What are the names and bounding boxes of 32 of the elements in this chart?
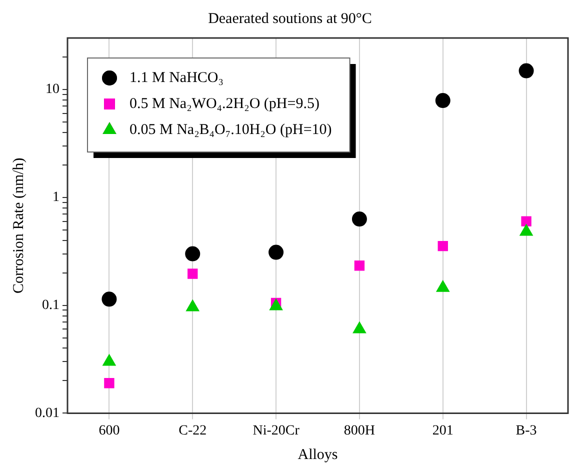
legend-label: 0.5 M Na₂WO₄.2H₂O (pH=9.5) <box>130 96 320 112</box>
x-tick-label: C-22 <box>178 423 207 438</box>
legend-label: 0.05 M Na₂B₄O₇.10H₂O (pH=10) <box>130 122 332 138</box>
point <box>518 63 534 78</box>
y-tick-label: 1 <box>52 190 60 206</box>
point <box>354 260 365 271</box>
x-tick-label: 600 <box>98 423 120 438</box>
x-tick-label: 800H <box>344 423 376 438</box>
point <box>185 246 200 262</box>
point <box>352 322 366 334</box>
point <box>438 240 448 252</box>
point <box>352 212 367 227</box>
point <box>102 292 117 307</box>
point <box>521 216 532 226</box>
point <box>436 280 450 292</box>
point <box>435 93 450 108</box>
x-tick-label: 201 <box>432 423 454 438</box>
y-tick-label: 0.01 <box>35 406 60 421</box>
point <box>520 224 533 236</box>
point <box>188 268 198 279</box>
y-tick-label: 10 <box>46 82 60 98</box>
point <box>102 354 116 366</box>
point <box>186 300 200 312</box>
y-tick-label: 0.1 <box>42 298 60 313</box>
x-tick-label: Ni-20Cr <box>252 423 300 438</box>
point <box>104 378 114 388</box>
point <box>268 244 284 260</box>
chart-title: Deaerated soutions at 90°C <box>208 10 372 27</box>
legend-label: 1.1 M NaHCO₃ <box>130 70 224 86</box>
x-axis-title: Alloys <box>298 446 338 463</box>
y-axis-title: Corrosion Rate (nm/h) <box>10 158 27 294</box>
x-tick-label: B-3 <box>516 423 537 438</box>
